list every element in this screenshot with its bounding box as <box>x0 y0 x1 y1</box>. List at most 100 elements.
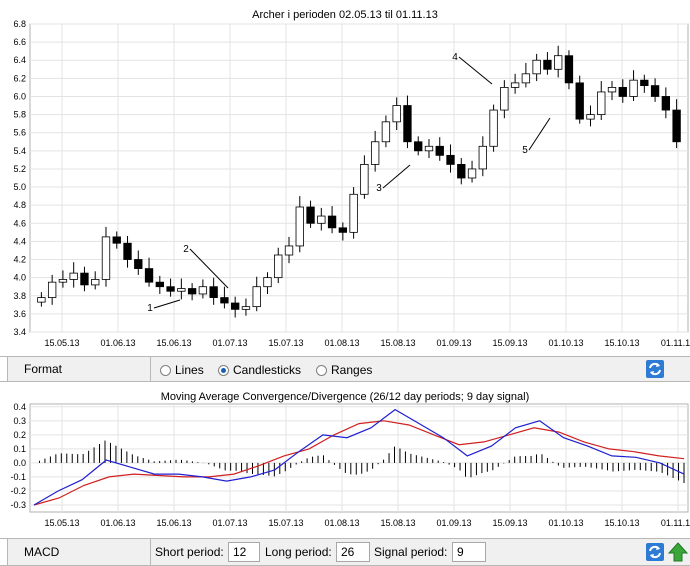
price-chart: 6.8 6.6 6.4 6.2 6.0 5.8 5.6 5.4 5.2 5.0 4.8 4.6 4.4 4… <box>13 19 690 348</box>
candle-body <box>47 281 57 298</box>
annotation-label: 5 <box>522 145 528 156</box>
x-tick-label: 01.10.13 <box>548 338 583 348</box>
radio-candlesticks[interactable]: Candlesticks <box>218 363 301 377</box>
candle-body <box>414 141 423 152</box>
short-period-input[interactable] <box>228 542 260 562</box>
x-tick-label: 01.09.13 <box>436 338 471 348</box>
candle-body <box>166 286 175 292</box>
long-period-input[interactable] <box>336 542 370 562</box>
candle-body <box>231 302 240 310</box>
y-tick-label: 3.4 <box>13 327 26 337</box>
radio-candlesticks-label: Candlesticks <box>233 363 302 377</box>
candle-body <box>306 206 315 224</box>
radio-ranges[interactable]: Ranges <box>316 363 372 377</box>
candle-body <box>446 154 455 165</box>
candle-body <box>187 288 197 295</box>
candle-body <box>144 268 154 283</box>
y-tick-label: 3.6 <box>13 309 26 319</box>
x-tick-label: 15.09.13 <box>492 338 527 348</box>
y-tick-label: 5.8 <box>13 110 26 120</box>
candle-body <box>198 286 208 295</box>
annotation-leader <box>153 299 181 309</box>
y-tick-label: 4.6 <box>13 218 26 228</box>
annotation-label: 4 <box>452 52 458 63</box>
annotation-label: 3 <box>376 183 382 194</box>
candle-body <box>274 254 283 279</box>
signal-period-input[interactable] <box>452 542 486 562</box>
candle-body <box>640 79 649 86</box>
candle-body <box>349 193 358 233</box>
signal-line <box>33 420 685 506</box>
candle-body <box>101 236 111 280</box>
y-tick-label: 6.0 <box>13 91 26 101</box>
y-tick-label: 0.4 <box>13 402 26 412</box>
y-tick-label: 5.0 <box>13 182 26 192</box>
y-tick-label: 0.1 <box>13 444 26 454</box>
x-tick-label: 15.08.13 <box>380 338 415 348</box>
x-tick-label: 01.09.13 <box>436 518 471 528</box>
x-tick-label: 15.08.13 <box>380 518 415 528</box>
x-tick-label: 15.05.13 <box>44 338 79 348</box>
long-period-label: Long period: <box>265 545 332 559</box>
format-label: Format <box>24 362 63 376</box>
radio-lines-dot[interactable] <box>160 364 171 376</box>
macd-chart-panel: Moving Average Convergence/Divergence (2… <box>0 382 690 538</box>
refresh-icon[interactable] <box>645 359 665 379</box>
y-tick-label: 4.8 <box>13 200 26 210</box>
candle-body <box>575 82 584 120</box>
radio-candlesticks-dot[interactable] <box>218 364 229 376</box>
plot-area <box>29 403 689 513</box>
macd-chart: 0.4 0.3 0.2 0.1 0.0 -0.1 -0.2 -0.3 15.05.13 01.06… <box>10 402 690 528</box>
x-tick-label: 15.07.13 <box>268 518 303 528</box>
candle-body <box>403 105 412 143</box>
annotation-leader <box>458 56 493 85</box>
candle-body <box>478 145 487 170</box>
x-tick-label: 01.08.13 <box>324 338 359 348</box>
price-chart-panel: Archer i perioden 02.05.13 til 01.11.13 … <box>13 9 690 348</box>
macd-chart-title: Moving Average Convergence/Divergence (2… <box>160 391 530 403</box>
candle-body <box>672 109 681 143</box>
y-tick-label: 6.2 <box>13 73 26 83</box>
y-tick-label: 0.3 <box>13 416 26 426</box>
format-toolbar: Format Lines Candlesticks Ranges <box>0 356 690 382</box>
refresh-icon[interactable] <box>645 542 665 562</box>
candle-body <box>252 286 261 308</box>
candle-body <box>317 215 326 224</box>
y-tick-label: 5.2 <box>13 164 26 174</box>
up-arrow-icon[interactable] <box>668 542 688 562</box>
x-tick-label: 15.09.13 <box>492 518 527 528</box>
toolbar-divider <box>150 357 151 381</box>
candle-body <box>91 279 100 286</box>
candle-body <box>58 279 68 283</box>
candle-body <box>112 236 121 244</box>
radio-lines[interactable]: Lines <box>160 363 204 377</box>
y-tick-label: 3.8 <box>13 291 26 301</box>
y-tick-label: -0.2 <box>10 486 26 496</box>
candle-body <box>597 91 606 115</box>
radio-ranges-label: Ranges <box>331 363 373 377</box>
x-tick-label: 01.10.13 <box>548 518 583 528</box>
candle-body <box>392 105 401 123</box>
y-tick-label: 5.6 <box>13 128 26 138</box>
x-tick-label: 01.11.13 <box>661 338 690 348</box>
candle-body <box>381 121 391 143</box>
radio-ranges-dot[interactable] <box>316 364 327 376</box>
candle-body <box>543 59 552 70</box>
y-tick-label: 4.4 <box>13 236 26 246</box>
x-tick-label: 01.08.13 <box>324 518 359 528</box>
candle-body <box>295 206 304 247</box>
y-tick-label: 0.0 <box>13 458 26 468</box>
x-tick-label: 15.06.13 <box>156 518 191 528</box>
candle-body <box>155 281 164 288</box>
y-tick-label: 4.2 <box>13 255 26 265</box>
price-chart-title: Archer i perioden 02.05.13 til 01.11.13 <box>252 9 438 21</box>
candle-body <box>489 109 498 147</box>
candle-body <box>586 114 595 120</box>
candle-body <box>263 277 272 288</box>
candle-body <box>500 87 509 111</box>
candle-body <box>554 55 563 70</box>
annotation-label: 2 <box>183 244 189 255</box>
candle-body <box>650 85 660 97</box>
x-tick-label: 01.07.13 <box>212 518 247 528</box>
y-tick-label: 6.8 <box>13 19 26 29</box>
